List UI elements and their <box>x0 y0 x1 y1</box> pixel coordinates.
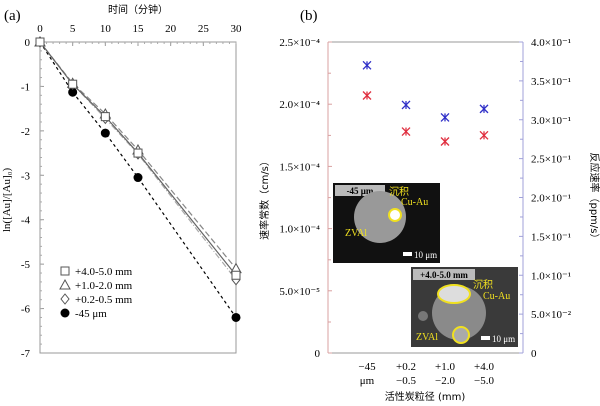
data-point-asterisk <box>401 127 411 137</box>
legend-entry: -45 μm <box>75 308 107 320</box>
series-diamond <box>39 41 237 281</box>
y-tick-label: -2 <box>21 126 30 138</box>
data-point-square <box>68 79 78 89</box>
data-point-circle-filled <box>100 128 110 138</box>
right-axis-label: 反应速率（ppm/s） <box>588 152 600 243</box>
inset-label: Cu-Au <box>483 291 510 302</box>
y-tick-label: -5 <box>21 259 31 271</box>
left-tick-label: 5.0×10⁻⁵ <box>279 286 320 298</box>
y-tick-label: -7 <box>21 348 31 360</box>
data-point-asterisk <box>362 91 372 100</box>
scale-bar <box>403 252 412 256</box>
x-tick-label: 0 <box>37 23 43 35</box>
data-point-asterisk <box>401 100 411 110</box>
left-axis-label: 速率常数（cm/s） <box>258 156 271 240</box>
data-point-circle-filled <box>133 173 143 183</box>
right-tick-label: 3.5×10⁻¹ <box>531 76 571 88</box>
scale-bar-label: 10 μm <box>414 250 437 260</box>
scale-bar-label: 10 μm <box>492 334 515 344</box>
inset-title-box <box>335 185 385 196</box>
data-point-square <box>231 270 241 280</box>
category-label: −45 <box>358 361 376 373</box>
category-label: +1.0 <box>435 361 455 373</box>
legend-entry: +4.0-5.0 mm <box>75 266 133 278</box>
legend-entry: +0.2-0.5 mm <box>75 294 133 306</box>
scale-bar <box>481 336 490 340</box>
x-axis-label-b: 活性炭粒径 (mm) <box>385 390 466 403</box>
data-point-asterisk <box>440 112 450 122</box>
category-label: −2.0 <box>435 375 455 387</box>
y-tick-label: -1 <box>21 81 30 93</box>
data-point-asterisk <box>479 130 489 140</box>
panel-label-a: (a) <box>4 8 21 24</box>
deposit-highlight <box>437 284 471 304</box>
x-tick-label: 15 <box>133 23 145 35</box>
right-tick-label: 2.0×10⁻¹ <box>531 193 571 205</box>
inset-label: Cu-Au <box>401 197 428 208</box>
right-tick-label: 1.5×10⁻¹ <box>531 231 571 243</box>
y-tick-label: 0 <box>25 37 31 49</box>
inset-title: +4.0-5.0 mm <box>420 270 468 280</box>
inset-label: 沉积 <box>389 185 409 198</box>
legend-marker-square <box>60 266 70 276</box>
legend-marker-diamond <box>60 293 70 305</box>
inset-label: ZVAl <box>345 228 367 239</box>
data-point-asterisk <box>440 137 450 146</box>
legend-marker-circle-filled <box>60 308 70 318</box>
particle <box>418 311 428 321</box>
y-tick-label: -4 <box>21 215 31 227</box>
legend-marker-triangle <box>59 278 71 290</box>
cu-au-highlight <box>452 326 470 344</box>
category-label: +4.0 <box>474 361 494 373</box>
left-tick-label: 1.0×10⁻⁴ <box>279 224 320 236</box>
left-tick-label: 1.5×10⁻⁴ <box>279 161 320 173</box>
x-axis-label: 时间（分钟） <box>108 3 168 16</box>
right-tick-label: 0 <box>531 348 537 360</box>
data-point-asterisk <box>479 104 489 114</box>
right-tick-label: 2.5×10⁻¹ <box>531 154 571 166</box>
right-tick-label: 5.0×10⁻² <box>531 309 572 321</box>
data-point-square <box>133 148 143 158</box>
left-tick-label: 0 <box>315 348 321 360</box>
right-tick-label: 4.0×10⁻¹ <box>531 37 571 49</box>
category-label: −0.5 <box>396 375 416 387</box>
y-tick-label: -3 <box>21 170 31 182</box>
x-tick-label: 5 <box>70 23 76 35</box>
zval-particle <box>354 191 406 243</box>
x-tick-label: 25 <box>198 23 210 35</box>
data-point-circle-filled <box>68 87 78 97</box>
left-tick-label: 2.5×10⁻⁴ <box>279 37 320 49</box>
inset-title: -45 μm <box>347 186 374 196</box>
series-line <box>39 41 237 318</box>
left-tick-label: 2.0×10⁻⁴ <box>279 99 320 111</box>
right-tick-label: 1.0×10⁻¹ <box>531 270 571 282</box>
x-tick-label: 30 <box>231 23 243 35</box>
data-point-square <box>100 112 110 122</box>
category-label: −5.0 <box>474 375 494 387</box>
data-point-circle-filled <box>231 312 241 322</box>
data-point-square <box>35 37 45 47</box>
series-line <box>39 41 237 281</box>
series-circle-filled <box>39 41 237 318</box>
x-tick-label: 10 <box>100 23 112 35</box>
data-point-asterisk <box>362 60 372 70</box>
category-label: μm <box>360 375 375 387</box>
legend-entry: +1.0-2.0 mm <box>75 280 133 292</box>
y-tick-label: -6 <box>21 304 31 316</box>
inset-title-box <box>413 269 475 280</box>
cu-au-highlight <box>388 208 402 222</box>
category-label: +0.2 <box>396 361 416 373</box>
y-axis-label: ln([Au]/[Au]₀) <box>1 168 13 233</box>
panel-label-b: (b) <box>300 8 318 24</box>
right-tick-label: 3.0×10⁻¹ <box>531 115 571 127</box>
inset-label: 沉积 <box>473 278 493 291</box>
x-tick-label: 20 <box>165 23 177 35</box>
inset-label: ZVAl <box>416 332 438 343</box>
